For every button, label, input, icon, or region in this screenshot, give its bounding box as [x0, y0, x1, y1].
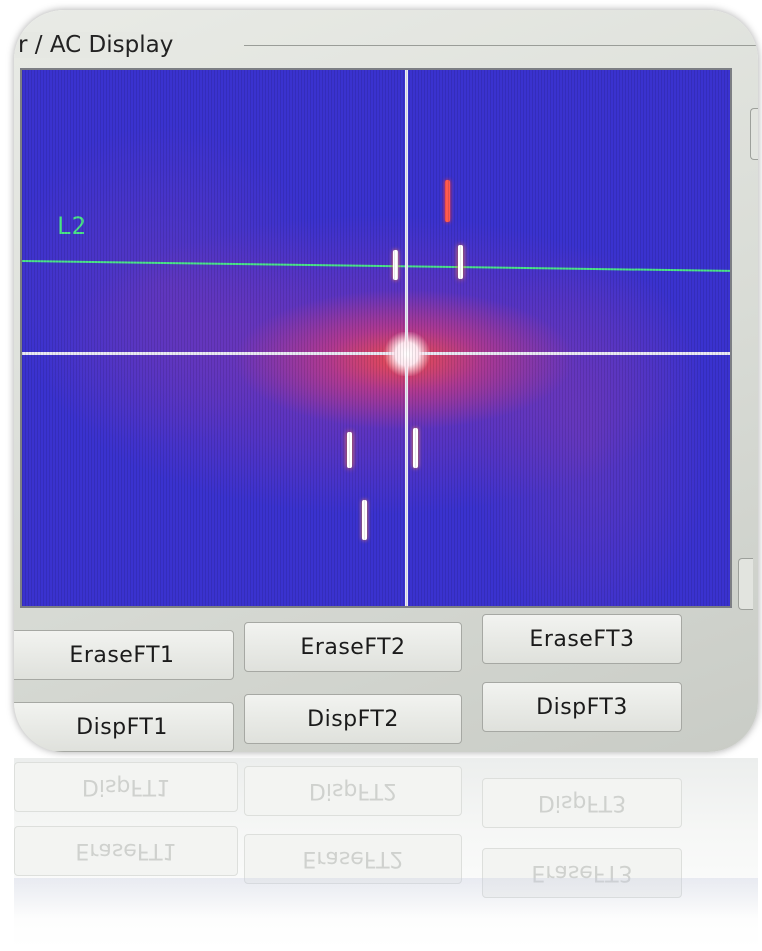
- reflection-disp-ft2: DispFT2: [244, 766, 462, 816]
- peak-spot: [362, 500, 367, 540]
- reflection-band: [14, 878, 758, 918]
- ft-display-panel[interactable]: L2: [20, 68, 732, 608]
- reflection-erase-ft1: EraseFT1: [14, 826, 238, 876]
- photo-reflection: DispFT1 DispFT2 DispFT3 EraseFT1 EraseFT…: [14, 758, 758, 948]
- peak-spot: [445, 180, 450, 222]
- crosshair-horizontal[interactable]: [22, 352, 730, 355]
- side-button-top[interactable]: [750, 108, 758, 160]
- reflection-erase-ft2: EraseFT2: [244, 834, 462, 884]
- line-marker-label: L2: [57, 212, 86, 240]
- peak-spot: [413, 428, 418, 468]
- reflection-disp-ft1: DispFT1: [14, 762, 238, 812]
- erase-ft1-button[interactable]: EraseFT1: [14, 630, 234, 680]
- line-marker[interactable]: [22, 260, 730, 272]
- screen-photo: r / AC Display L2 EraseFT1 EraseFT2 Eras…: [14, 10, 758, 752]
- side-button-bottom[interactable]: [738, 558, 753, 610]
- peak-spot: [347, 432, 352, 468]
- disp-ft1-button[interactable]: DispFT1: [14, 702, 234, 752]
- group-border: [244, 45, 758, 46]
- disp-ft2-button[interactable]: DispFT2: [244, 694, 462, 744]
- erase-ft2-button[interactable]: EraseFT2: [244, 622, 462, 672]
- reflection-disp-ft3: DispFT3: [482, 778, 682, 828]
- erase-ft3-button[interactable]: EraseFT3: [482, 614, 682, 664]
- disp-ft3-button[interactable]: DispFT3: [482, 682, 682, 732]
- peak-spot: [458, 245, 463, 279]
- peak-spot: [393, 250, 398, 280]
- display-group-title: r / AC Display: [14, 32, 178, 58]
- center-peak: [382, 332, 432, 376]
